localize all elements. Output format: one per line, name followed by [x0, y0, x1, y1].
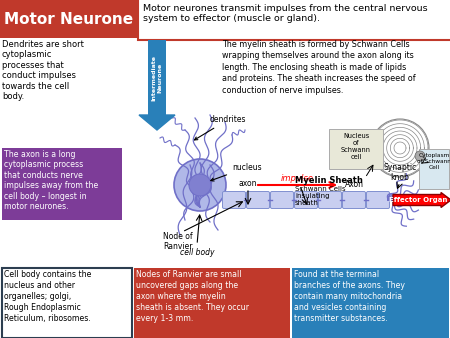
Polygon shape	[139, 115, 175, 130]
FancyBboxPatch shape	[319, 192, 342, 209]
FancyBboxPatch shape	[270, 192, 293, 209]
Circle shape	[415, 151, 425, 161]
Text: Motor Neurone: Motor Neurone	[4, 11, 134, 26]
Text: Effector Organ: Effector Organ	[389, 197, 447, 203]
Text: Schwann Cells
insulating
sheath: Schwann Cells insulating sheath	[295, 186, 346, 206]
Text: Myelin Sheath: Myelin Sheath	[295, 176, 363, 185]
FancyBboxPatch shape	[342, 192, 365, 209]
FancyBboxPatch shape	[294, 192, 318, 209]
Circle shape	[174, 159, 226, 211]
FancyBboxPatch shape	[222, 192, 246, 209]
FancyBboxPatch shape	[419, 149, 449, 189]
Text: Nodes of Ranvier are small
uncovered gaps along the
axon where the myelin
sheath: Nodes of Ranvier are small uncovered gap…	[136, 270, 249, 323]
Circle shape	[189, 174, 211, 196]
Text: Node of
Ranvier: Node of Ranvier	[163, 232, 193, 251]
Text: dendrites: dendrites	[194, 115, 247, 140]
FancyBboxPatch shape	[134, 268, 290, 338]
Text: Intermediate
Neurone: Intermediate Neurone	[152, 55, 162, 101]
Text: The myelin sheath is formed by Schwann Cells
wrapping themselves around the axon: The myelin sheath is formed by Schwann C…	[222, 40, 416, 95]
FancyBboxPatch shape	[148, 40, 166, 115]
FancyBboxPatch shape	[0, 0, 138, 38]
Text: axon: axon	[239, 179, 257, 188]
Text: Found at the terminal
branches of the axons. They
contain many mitochondria
and : Found at the terminal branches of the ax…	[294, 270, 405, 323]
FancyBboxPatch shape	[2, 148, 122, 220]
Text: Cytoplasm
of Schwann
Cell: Cytoplasm of Schwann Cell	[417, 153, 450, 170]
Text: Nucleus
of
Schwann
cell: Nucleus of Schwann cell	[341, 133, 371, 160]
Text: The axon is a long
cytoplasmic process
that conducts nerve
impulses away from th: The axon is a long cytoplasmic process t…	[4, 150, 98, 211]
FancyBboxPatch shape	[366, 192, 390, 209]
Text: Motor neurones transmit impulses from the central nervous
system to effector (mu: Motor neurones transmit impulses from th…	[143, 4, 428, 23]
FancyBboxPatch shape	[329, 129, 383, 169]
Text: Synaptic
knob: Synaptic knob	[383, 163, 417, 182]
Text: cell body: cell body	[180, 248, 214, 257]
Text: Dendrites are short
cytoplasmic
processes that
conduct impulses
towards the cell: Dendrites are short cytoplasmic processe…	[2, 40, 84, 101]
FancyBboxPatch shape	[2, 268, 132, 338]
FancyArrow shape	[393, 193, 450, 208]
Text: Cell body contains the
nucleus and other
organelles; golgi,
Rough Endoplasmic
Re: Cell body contains the nucleus and other…	[4, 270, 91, 323]
FancyBboxPatch shape	[292, 268, 449, 338]
FancyBboxPatch shape	[138, 0, 450, 40]
Text: impulse: impulse	[280, 174, 314, 183]
Text: Axon: Axon	[345, 180, 364, 189]
Text: nucleus: nucleus	[211, 163, 261, 181]
FancyBboxPatch shape	[247, 192, 270, 209]
